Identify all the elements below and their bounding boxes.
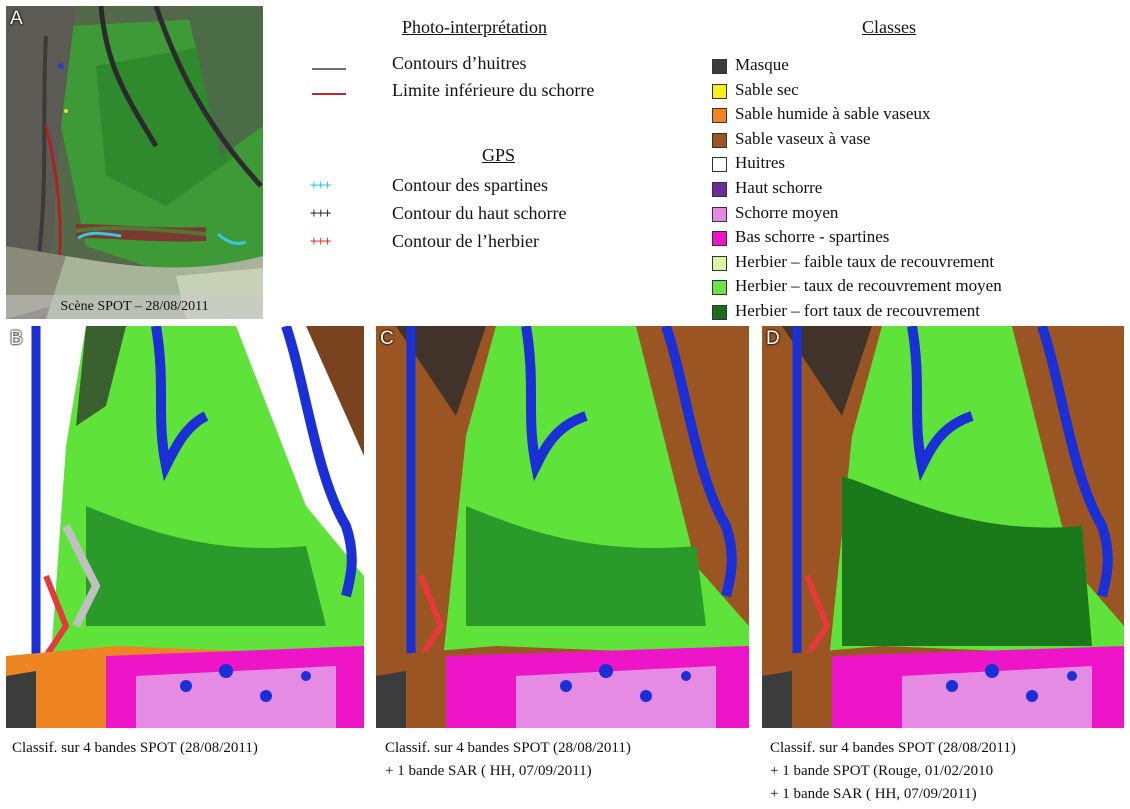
gps-legend-label: Contour du haut schorre <box>392 203 567 223</box>
caption-line: + 1 bande SAR ( HH, 07/09/2011) <box>770 786 977 802</box>
satellite-image <box>6 6 263 319</box>
class-swatch-icon <box>712 108 727 124</box>
caption-d: Classif. sur 4 bandes SPOT (28/08/2011) … <box>770 737 1016 806</box>
class-swatch-icon <box>712 83 727 99</box>
class-swatch-icon <box>712 182 727 197</box>
class-legend-label: Herbier – fort taux de recouvrement <box>735 301 980 320</box>
class-legend-label: Sable sec <box>735 79 799 99</box>
gps-heading: GPS <box>482 145 516 165</box>
classification-panel-b: B <box>6 326 364 728</box>
panel-label-b: B <box>10 328 23 349</box>
panel-label-d: D <box>766 328 780 349</box>
class-legend-label: Sable vaseux à vase <box>735 128 871 148</box>
class-legend-label: Huitres <box>735 153 786 173</box>
class-legend-label: Herbier – faible taux de recouvrement <box>735 251 995 271</box>
panel-label-c: C <box>380 328 394 349</box>
classes-heading: Classes <box>862 17 916 37</box>
caption-line: Classif. sur 4 bandes SPOT (28/08/2011) <box>12 740 258 756</box>
caption-b: Classif. sur 4 bandes SPOT (28/08/2011) <box>12 737 258 760</box>
schorre-limit-line-icon <box>312 93 346 95</box>
oyster-contour-line-icon <box>312 68 346 70</box>
class-swatch-icon <box>712 280 727 296</box>
seagrass-gps-icon: +++ <box>310 234 332 249</box>
classification-panel-d: D <box>762 326 1124 728</box>
classification-panel-c: C <box>376 326 749 728</box>
scene-caption: Scène SPOT – 28/08/2011 <box>6 295 263 319</box>
class-swatch-icon <box>712 132 727 148</box>
photo-interpretation-heading: Photo-interprétation <box>402 17 547 37</box>
panel-label-a: A <box>10 8 23 29</box>
photo-legend-label: Contours d’huitres <box>392 53 527 73</box>
classification-map-b <box>6 326 364 728</box>
class-legend-label: Haut schorre <box>735 178 823 197</box>
class-legend-label: Schorre moyen <box>735 202 839 222</box>
photo-legend-label: Limite inférieure du schorre <box>392 80 595 100</box>
satellite-panel-a: A Scène SPOT – 28/08/2011 <box>6 6 263 319</box>
class-swatch-icon <box>712 59 727 74</box>
classification-map-c <box>376 326 749 728</box>
high-schorre-gps-icon: +++ <box>310 206 332 221</box>
classification-map-d <box>762 326 1124 728</box>
class-swatch-icon <box>712 231 727 247</box>
caption-line: + 1 bande SAR ( HH, 07/09/2011) <box>385 763 592 779</box>
class-swatch-icon <box>712 255 727 271</box>
caption-line: Classif. sur 4 bandes SPOT (28/08/2011) <box>385 740 631 756</box>
caption-line: + 1 bande SPOT (Rouge, 01/02/2010 <box>770 763 994 779</box>
caption-line: Classif. sur 4 bandes SPOT (28/08/2011) <box>770 740 1016 756</box>
class-legend-label: Bas schorre - spartines <box>735 227 890 247</box>
gps-legend-label: Contour de l’herbier <box>392 231 539 251</box>
class-swatch-icon <box>712 157 727 173</box>
class-swatch-icon <box>712 305 727 320</box>
class-legend-label: Sable humide à sable vaseux <box>735 104 931 124</box>
caption-c: Classif. sur 4 bandes SPOT (28/08/2011) … <box>385 737 631 783</box>
spartina-gps-icon: +++ <box>310 178 332 193</box>
class-swatch-icon <box>712 206 727 222</box>
class-legend-label: Herbier – taux de recouvrement moyen <box>735 276 1002 296</box>
class-legend-label: Masque <box>735 55 789 74</box>
gps-legend-label: Contour des spartines <box>392 175 548 195</box>
